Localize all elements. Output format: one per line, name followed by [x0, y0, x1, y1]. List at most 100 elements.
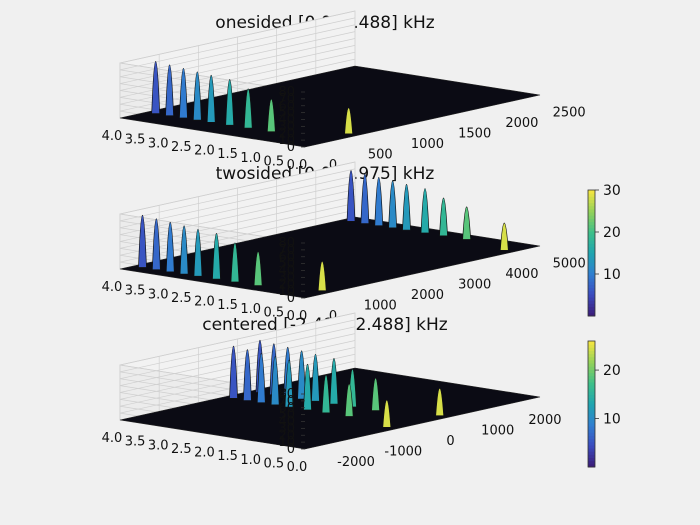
colorbar-segment	[588, 432, 595, 436]
colorbar-segment	[588, 435, 595, 440]
x-tick-label: 2000	[528, 413, 561, 428]
x-tick-label: 1500	[458, 127, 491, 142]
z-tick-label: 0	[287, 442, 295, 457]
z-tick-label: 80	[278, 236, 295, 251]
colorbar-segment	[588, 287, 595, 292]
colorbar-segment	[588, 271, 595, 276]
colorbar-segment	[588, 359, 595, 364]
colorbar-tick-label: 10	[603, 267, 621, 283]
surface-peak	[266, 98, 276, 133]
colorbar-segment	[588, 256, 595, 260]
y-tick-label: 2.5	[171, 291, 192, 306]
y-axis: 4.0 3.5 3.0 2.5 2.0 1.5 1.0 0.5 0.0	[102, 280, 308, 324]
x-tick-label: -1000	[384, 444, 422, 459]
surface-peak	[243, 349, 252, 401]
surface-peak	[321, 374, 331, 414]
y-tick-label: 4.0	[102, 129, 123, 144]
z-tick-label: 60	[278, 250, 295, 265]
surface-peak	[256, 352, 266, 404]
surface-peak	[243, 88, 253, 129]
y-tick-label: 3.5	[125, 284, 146, 299]
colorbar-frame	[587, 340, 596, 468]
z-tick-label: 10	[278, 284, 295, 299]
colorbar-segment	[588, 278, 595, 282]
surface-peak	[179, 225, 189, 275]
colorbar-segment	[588, 347, 595, 351]
colorbar-segment	[588, 375, 595, 380]
surface-peak	[360, 173, 370, 224]
z-tick-label: 20	[278, 126, 295, 141]
surface-peak	[165, 221, 175, 273]
colorbar-segment	[588, 234, 595, 238]
colorbar-segment	[588, 199, 595, 204]
z-tick-label: 20	[278, 428, 295, 443]
y-tick-label: 3.5	[125, 133, 146, 148]
x-tick-label: 0	[329, 309, 337, 324]
colorbar-segment	[588, 413, 595, 418]
surface-peak	[344, 107, 354, 135]
z-tick-label: 80	[278, 387, 295, 402]
colorbar-segment	[588, 448, 595, 452]
y-tick-label: 1.5	[217, 147, 238, 162]
y-tick-label: 0.0	[287, 158, 308, 173]
colorbar-segment	[588, 205, 595, 210]
z-tick-label: 30	[278, 270, 295, 285]
x-tick-label: 5000	[553, 257, 586, 272]
surface-floor	[119, 65, 541, 148]
colorbar-segment	[588, 290, 595, 295]
colorbar-segment	[588, 237, 595, 241]
surface-peak	[179, 67, 188, 119]
x-tick-label: 4000	[505, 267, 538, 282]
colorbar-segment	[588, 451, 595, 455]
surface-peak	[151, 218, 161, 271]
colorbar-segment	[588, 366, 595, 370]
y-tick-label: 2.5	[171, 442, 192, 457]
y-tick-label: 0.0	[287, 460, 308, 475]
z-tick-label: 60	[278, 401, 295, 416]
colorbar-frame	[587, 189, 596, 317]
y-tick-label: 2.5	[171, 140, 192, 155]
colorbar-segment	[588, 253, 595, 257]
x-tick-label: -2000	[337, 455, 375, 470]
surface-peak	[303, 363, 312, 411]
colorbar-segment	[588, 407, 595, 411]
surface-peak	[225, 79, 235, 126]
colorbar-segment	[588, 353, 595, 358]
colorbar-segment	[588, 306, 595, 311]
colorbar-segment	[588, 441, 595, 446]
surface-peak	[138, 214, 147, 268]
surface-peak	[462, 206, 472, 240]
surface-peak	[253, 251, 263, 286]
z-tick-label: 0	[287, 140, 295, 155]
surface-peak	[420, 188, 430, 234]
surface-peak	[344, 383, 354, 417]
colorbar-segment	[588, 284, 595, 289]
colorbar-segment	[588, 344, 595, 348]
x-tick-label: 1000	[481, 424, 514, 439]
y-tick-label: 4.0	[102, 280, 123, 295]
colorbar-tick-label: 20	[603, 225, 621, 241]
surface-peak	[388, 180, 398, 229]
colorbar-segment	[588, 221, 595, 226]
surface-peak	[439, 197, 448, 237]
surface-peak	[311, 353, 320, 402]
surface-peak	[371, 377, 380, 411]
z-tick-label: 70	[278, 243, 295, 258]
colorbar-segment	[588, 410, 595, 414]
z-tick-label: 50	[278, 408, 295, 423]
surface-peak	[435, 388, 445, 417]
colorbar-segment	[588, 297, 595, 301]
surface-peak	[402, 184, 411, 231]
y-tick-label: 1.0	[240, 151, 261, 166]
z-tick-label: 60	[278, 99, 295, 114]
y-tick-label: 2.0	[194, 144, 215, 159]
x-tick-label: 0	[329, 158, 337, 173]
colorbar-segment	[588, 202, 595, 207]
surface-peak	[317, 260, 327, 292]
surface-peak	[229, 345, 238, 399]
colorbar-segment	[588, 350, 595, 355]
x-tick-label: 0	[446, 434, 454, 449]
colorbar-segment	[588, 246, 595, 251]
colorbar-segment	[588, 230, 595, 235]
colorbar-segment	[588, 293, 595, 298]
